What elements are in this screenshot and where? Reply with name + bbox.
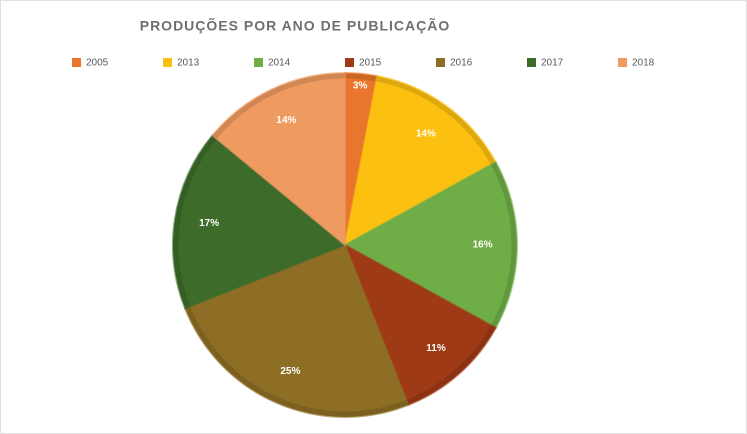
data-label: 16% — [473, 240, 493, 251]
pie-slice — [211, 71, 346, 248]
pie-slice — [343, 242, 498, 407]
pie-slice — [183, 243, 410, 418]
legend-swatch — [254, 58, 263, 67]
legend-label: 2017 — [541, 58, 564, 69]
data-label: 17% — [199, 218, 219, 229]
slice-edge — [185, 306, 409, 417]
legend-swatch — [72, 58, 81, 67]
slice-edge — [344, 73, 378, 82]
pie-slice — [342, 160, 518, 330]
data-label: 25% — [280, 366, 300, 377]
data-label: 11% — [426, 343, 446, 354]
data-label: 3% — [353, 80, 368, 91]
data-label: 14% — [416, 128, 436, 139]
legend-label: 2005 — [86, 58, 109, 69]
chart-title: PRODUÇÕES POR ANO DE PUBLICAÇÃO — [140, 17, 451, 34]
legend-label: 2015 — [359, 58, 382, 69]
slice-edge — [173, 135, 217, 309]
slice-edge — [376, 76, 496, 165]
data-label: 14% — [276, 115, 296, 126]
pie-slice — [172, 133, 347, 310]
slice-edge — [212, 73, 346, 139]
legend-label: 2018 — [632, 58, 655, 69]
legend-swatch — [345, 58, 354, 67]
legend-label: 2014 — [268, 58, 291, 69]
legend-swatch — [436, 58, 445, 67]
legend-swatch — [527, 58, 536, 67]
legend-label: 2013 — [177, 58, 200, 69]
pie-slice — [343, 74, 498, 247]
slice-edge — [490, 162, 517, 328]
slice-edge — [406, 325, 496, 405]
legend-swatch — [618, 58, 627, 67]
legend-swatch — [163, 58, 172, 67]
legend-label: 2016 — [450, 58, 473, 69]
